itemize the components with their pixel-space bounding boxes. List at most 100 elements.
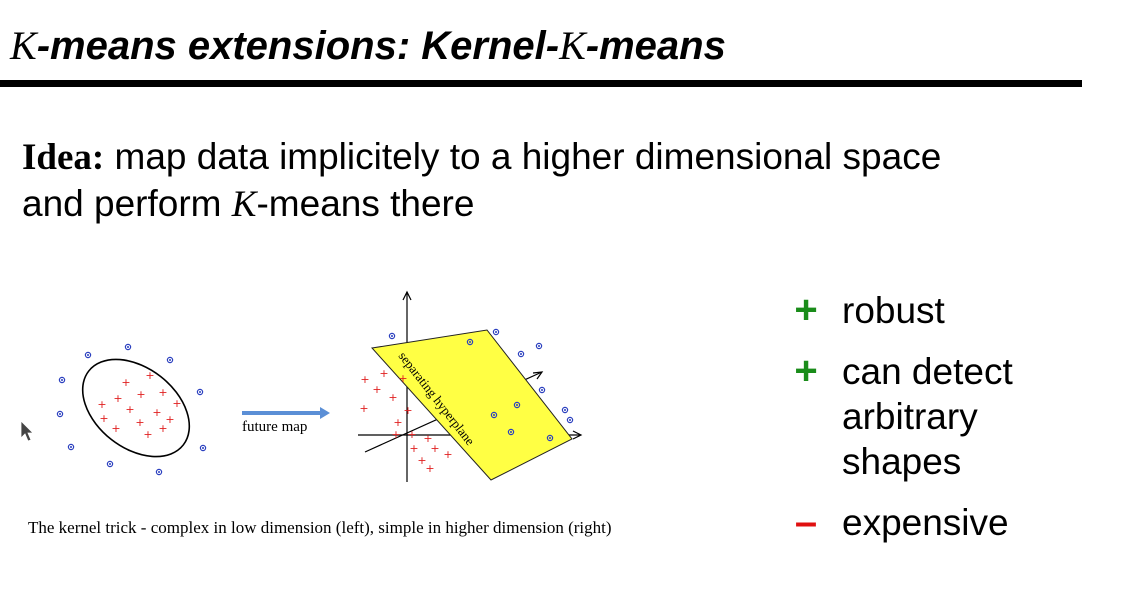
red-point: +: [409, 442, 418, 455]
cluster-ellipse: [81, 358, 191, 458]
blue-point: [517, 350, 525, 358]
blue-point-center: [127, 346, 129, 348]
red-point: +: [443, 448, 452, 461]
blue-point: [535, 342, 543, 350]
bullet-robust: + robust: [784, 288, 1013, 333]
red-point: +: [125, 403, 134, 416]
idea-paragraph: Idea: map data implicitely to a higher d…: [22, 134, 1102, 228]
blue-point-center: [541, 389, 543, 391]
blue-point-center: [70, 446, 72, 448]
minus-icon: –: [794, 500, 818, 544]
bullet-expensive: – expensive: [784, 500, 1013, 545]
red-point: +: [430, 442, 439, 455]
blue-point: [466, 338, 474, 346]
blue-point-center: [495, 331, 497, 333]
blue-point: [166, 356, 174, 364]
blue-point-center: [169, 359, 171, 361]
blue-point: [106, 460, 114, 468]
blue-point: [196, 388, 204, 396]
blue-point: [492, 328, 500, 336]
blue-point: [566, 416, 574, 424]
red-point: +: [391, 428, 400, 441]
idea-line-2b: -means there: [256, 183, 475, 224]
blue-point: [513, 401, 521, 409]
blue-point-center: [493, 414, 495, 416]
blue-point: [84, 351, 92, 359]
idea-k: K: [231, 184, 257, 225]
title-k-2: K: [559, 23, 586, 68]
idea-label: Idea:: [22, 137, 105, 178]
blue-point-center: [520, 353, 522, 355]
red-point: +: [135, 416, 144, 429]
blue-point: [124, 343, 132, 351]
idea-line-1: map data implicitely to a higher dimensi…: [104, 136, 942, 177]
blue-point: [199, 444, 207, 452]
blue-point: [546, 434, 554, 442]
red-point: +: [113, 392, 122, 405]
red-point: +: [152, 406, 161, 419]
blue-point: [538, 386, 546, 394]
title-k-1: K: [10, 23, 37, 68]
blue-point-center: [109, 463, 111, 465]
blue-point-center: [569, 419, 571, 421]
blue-point: [388, 332, 396, 340]
blue-point-center: [469, 341, 471, 343]
idea-line-2a: and perform: [22, 183, 232, 224]
map-arrow-icon: [242, 407, 330, 419]
blue-point: [56, 410, 64, 418]
kernel-figure-svg: ++++ ++ + +++ + ++++ separating hyperplane + +…: [56, 290, 583, 482]
red-point: +: [417, 454, 426, 467]
red-point: +: [97, 398, 106, 411]
red-point: +: [121, 376, 130, 389]
blue-point-center: [564, 409, 566, 411]
title-part-2: -means: [585, 24, 726, 68]
blue-point-center: [87, 354, 89, 356]
blue-point: [490, 411, 498, 419]
figure-caption: The kernel trick - complex in low dimens…: [28, 518, 612, 537]
blue-point-center: [158, 471, 160, 473]
slide-title: K-means extensions: Kernel-K-means: [10, 22, 726, 69]
bullet-text: robust: [842, 290, 945, 331]
blue-point: [561, 406, 569, 414]
red-point: +: [423, 432, 432, 445]
left-outer-points: [56, 343, 207, 476]
blue-point-center: [59, 413, 61, 415]
red-point: +: [425, 462, 434, 475]
blue-point-center: [202, 447, 204, 449]
right-inner-points: + + ++++ +++ + ++ ++ ++: [359, 367, 452, 475]
red-point: +: [379, 367, 388, 380]
kernel-trick-figure: + + + + + + + + + + + + + + + separating hyperplane + +…: [20, 272, 752, 562]
red-point: +: [145, 369, 154, 382]
blue-point: [507, 428, 515, 436]
plus-icon: +: [794, 288, 818, 332]
right-outer-points: [388, 328, 574, 442]
blue-point-center: [391, 335, 393, 337]
plus-icon: +: [794, 349, 818, 393]
blue-point-center: [516, 404, 518, 406]
red-point: +: [372, 383, 381, 396]
red-point: +: [398, 372, 407, 385]
pros-cons-list: + robust + can detect arbitrary shapes – e…: [784, 288, 1013, 545]
blue-point-center: [510, 431, 512, 433]
red-point: +: [143, 428, 152, 441]
red-point: +: [111, 422, 120, 435]
future-map-label: future map: [242, 419, 308, 435]
red-point: +: [403, 404, 412, 417]
title-part-1: -means extensions: Kernel-: [36, 24, 560, 68]
title-rule: [0, 80, 1082, 87]
bullet-line: shapes: [842, 441, 962, 482]
blue-point: [155, 468, 163, 476]
blue-point: [58, 376, 66, 384]
bullet-arbitrary-shapes: + can detect arbitrary shapes: [784, 349, 1013, 484]
red-point: +: [172, 397, 181, 410]
bullet-line: arbitrary: [842, 396, 978, 437]
red-point: +: [388, 391, 397, 404]
blue-point-center: [199, 391, 201, 393]
blue-point-center: [538, 345, 540, 347]
bullet-line: can detect: [842, 351, 1013, 392]
separating-hyperplane: [371, 329, 573, 481]
red-point: +: [393, 416, 402, 429]
bullet-text: expensive: [842, 502, 1009, 543]
red-point: +: [165, 413, 174, 426]
blue-point: [67, 443, 75, 451]
